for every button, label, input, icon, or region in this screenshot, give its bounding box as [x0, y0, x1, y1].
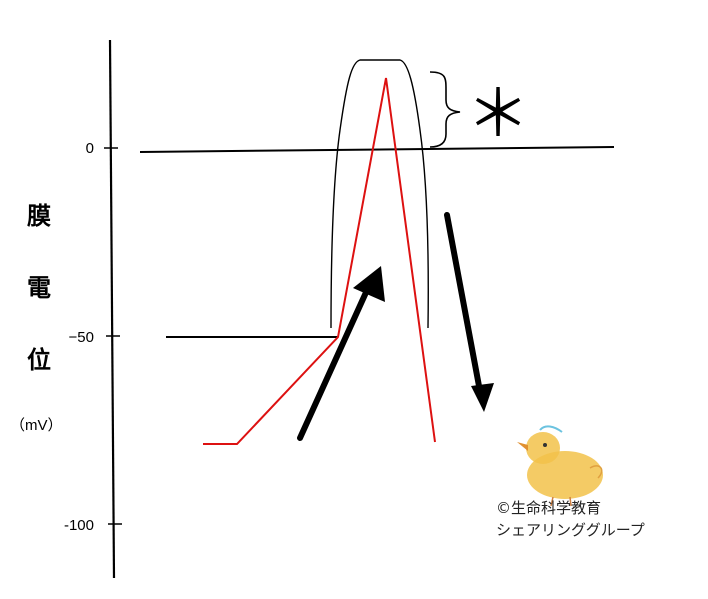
- tick-label-0: 0: [86, 140, 94, 157]
- zero-potential-line: [139, 146, 615, 153]
- tick-label-minus-100: -100: [64, 517, 94, 534]
- credit-line-1: ©生命科学教育: [496, 499, 601, 517]
- y-axis-label-char-2: 電: [27, 274, 51, 302]
- repolarization-arrow-head: [471, 383, 494, 412]
- depolarization-arrow-head: [353, 266, 385, 302]
- y-axis-label-char-1: 膜: [26, 202, 51, 230]
- overshoot-brace: [429, 71, 461, 148]
- envelope-curve: [330, 59, 429, 329]
- depolarization-arrow-shaft: [297, 285, 371, 441]
- y-axis-label-char-3: 位: [27, 346, 51, 374]
- credit-line-2: シェアリンググループ: [496, 521, 645, 539]
- chick-illustration: [517, 425, 603, 507]
- repolarization-arrow-shaft: [444, 212, 482, 389]
- overshoot-asterisk: ＊: [466, 78, 530, 152]
- membrane-potential-trace: [203, 77, 436, 445]
- tick-label-minus-50: −50: [69, 329, 94, 346]
- y-axis-line: [108, 39, 116, 579]
- y-axis-unit: （mV）: [10, 417, 63, 434]
